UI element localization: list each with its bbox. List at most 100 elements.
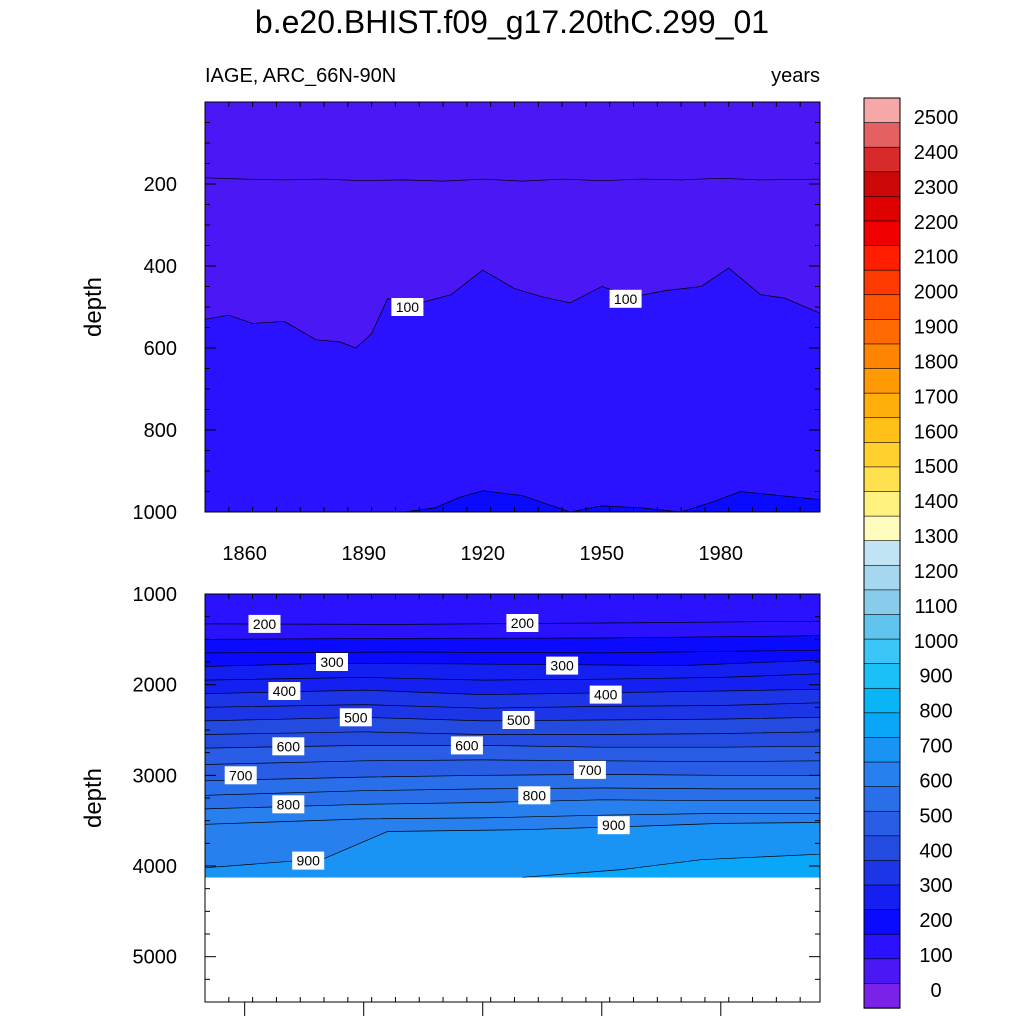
contour-label: 600 <box>272 737 305 756</box>
contour-line-200 <box>205 490 820 512</box>
contour-label-text: 900 <box>602 817 626 833</box>
colorbar-box <box>863 712 901 739</box>
contour-line-850 <box>205 813 820 825</box>
y-tick-label: 2000 <box>133 675 178 697</box>
colorbar-frame <box>863 97 901 1009</box>
contour-label-text: 300 <box>550 658 574 674</box>
contour-line-500 <box>205 716 820 722</box>
x-tick-label: 1950 <box>580 543 625 565</box>
contour-label-text: 100 <box>614 291 638 307</box>
colorbar-box <box>863 368 901 394</box>
colorbar-box <box>863 515 901 542</box>
colorbar-box <box>863 663 901 689</box>
contour-label-text: 600 <box>277 738 301 754</box>
contour-label-text: 700 <box>229 767 253 783</box>
colorbar-box <box>863 245 901 271</box>
colorbar-label: 1800 <box>914 351 959 373</box>
contour-label-box <box>272 737 305 756</box>
contour-label-text: 400 <box>594 687 618 703</box>
contour-line-100 <box>205 267 820 349</box>
colorbar-box <box>863 196 901 222</box>
colorbar-box <box>863 687 901 714</box>
colorbar-box <box>863 933 901 960</box>
colorbar-box <box>863 786 901 812</box>
contour-label-text: 500 <box>344 709 368 725</box>
contour-label-box <box>589 685 622 704</box>
y-tick-label: 1000 <box>133 584 178 606</box>
contour-label-text: 900 <box>297 853 321 869</box>
contour-label-box <box>546 656 579 675</box>
y-tick-label: 800 <box>144 420 177 442</box>
colorbar-box <box>863 171 901 198</box>
colorbar-box <box>863 737 901 763</box>
contour-label-box <box>506 614 539 632</box>
contour-line-600 <box>205 745 820 749</box>
colorbar-box <box>863 958 901 985</box>
contour-label: 400 <box>589 685 622 704</box>
colorbar-label: 1300 <box>914 526 959 548</box>
colorbar-label: 600 <box>919 771 952 793</box>
contour-band-100 <box>205 268 820 512</box>
colorbar-box <box>863 540 901 566</box>
colorbar: 0 100 200 300 400 500 600 700 800 900 1000 1100 1200… <box>863 97 959 1009</box>
lower-panel: 200 200 300 300 400 400 500 500 600 600 700 700 800 8… <box>80 584 821 1016</box>
contour-label-box <box>518 786 551 805</box>
colorbar-box <box>863 97 901 124</box>
contour-label: 200 <box>248 614 281 633</box>
contour-label-text: 300 <box>320 654 344 670</box>
colorbar-label: 2300 <box>914 177 959 199</box>
contour-label-text: 500 <box>507 712 531 728</box>
colorbar-box <box>863 983 901 1009</box>
colorbar-label: 500 <box>919 805 952 827</box>
colorbar-label: 1000 <box>914 631 959 653</box>
contour-line-650 <box>205 759 820 765</box>
contour-band-900 <box>205 822 820 878</box>
colorbar-box <box>863 392 901 419</box>
colorbar-box <box>863 319 901 345</box>
colorbar-box <box>863 466 901 493</box>
colorbar-box <box>863 860 901 886</box>
colorbar-label: 2400 <box>914 142 959 164</box>
contour-label: 500 <box>502 711 535 729</box>
contour-label-box <box>248 614 281 633</box>
left-subtitle: IAGE, ARC_66N-90N <box>205 65 396 87</box>
contour-line-700 <box>205 774 820 782</box>
colorbar-label: 100 <box>919 945 952 967</box>
contour-line-0 <box>205 177 820 182</box>
contour-label: 100 <box>609 289 642 308</box>
colorbar-box <box>863 835 901 862</box>
y-tick-label: 200 <box>144 174 177 196</box>
colorbar-label: 800 <box>919 701 952 723</box>
x-tick-label: 1920 <box>460 543 505 565</box>
y-tick-label: 600 <box>144 338 177 360</box>
colorbar-label: 1900 <box>914 317 959 339</box>
right-subtitle: years <box>771 65 820 87</box>
y-axis-label: depth <box>80 768 107 828</box>
colorbar-label: 900 <box>919 666 952 688</box>
y-tick-label: 3000 <box>133 765 178 787</box>
contour-label-box <box>609 289 642 308</box>
colorbar-box <box>863 146 901 173</box>
contour-label-text: 600 <box>455 737 479 753</box>
contour-label-box <box>391 298 424 316</box>
contour-label: 700 <box>573 760 606 779</box>
x-tick-label: 1860 <box>222 543 267 565</box>
colorbar-label: 1400 <box>914 491 959 513</box>
contour-label: 400 <box>268 682 301 700</box>
contour-label-box <box>573 760 606 779</box>
colorbar-label: 1200 <box>914 561 959 583</box>
contour-line-300 <box>205 659 820 667</box>
contour-label: 900 <box>292 851 325 870</box>
contour-label: 500 <box>339 708 372 727</box>
contour-label: 700 <box>224 766 257 785</box>
colorbar-label: 1100 <box>914 596 957 618</box>
colorbar-box <box>863 638 901 665</box>
contour-line-250 <box>205 649 820 654</box>
contour-label-box <box>502 711 535 729</box>
contour-label: 300 <box>316 653 348 671</box>
contour-line-450 <box>205 702 820 709</box>
contour-line-1000 <box>522 853 820 878</box>
colorbar-box <box>863 442 901 468</box>
contour-label-box <box>597 816 630 835</box>
contour-line-400 <box>205 688 820 695</box>
